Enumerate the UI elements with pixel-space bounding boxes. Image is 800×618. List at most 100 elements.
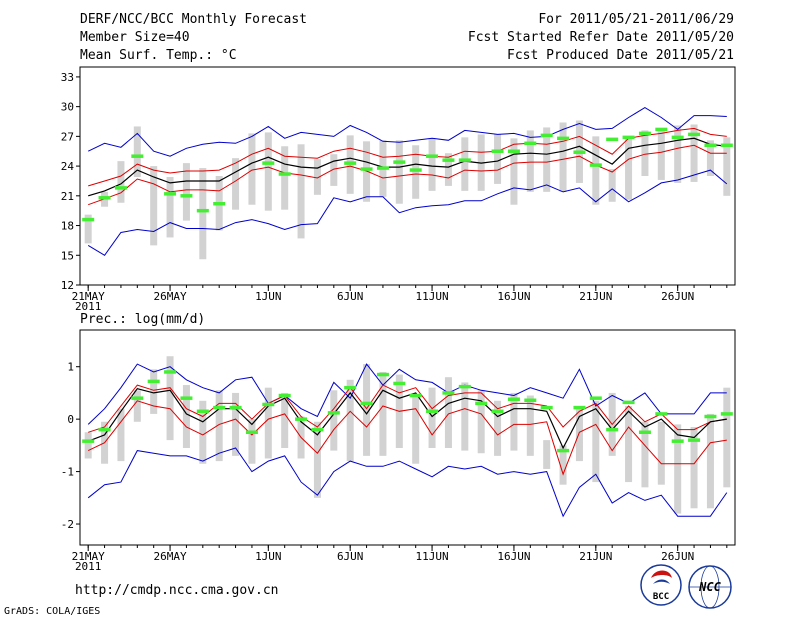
precip-range-box [281, 392, 289, 448]
temp-range-box [428, 138, 436, 191]
precip-series-upper-spread [88, 384, 727, 433]
precip-range-box [461, 382, 469, 451]
precip-range-box [379, 371, 387, 456]
temp-y-tick-label: 30 [61, 101, 74, 114]
temp-range-box [690, 124, 698, 182]
precip-plot-frame [79, 329, 736, 546]
precip-y-tick-label: -1 [61, 466, 74, 479]
precip-range-box [428, 387, 436, 448]
precip-range-box [117, 408, 125, 462]
temp-range-box [264, 132, 272, 211]
source-url: http://cmdp.ncc.cma.gov.cn [75, 583, 279, 598]
temp-range-box [657, 130, 665, 180]
temp-range-box [723, 137, 731, 196]
precip-range-box [150, 369, 158, 414]
temp-series-ensemble-min [87, 169, 728, 256]
temp-series-lower-spread [88, 144, 727, 206]
temp-x-tick-label: 21JUN [579, 290, 612, 303]
precip-series-ensemble-mean [87, 388, 727, 450]
bcc-logo-wave [653, 579, 670, 584]
temp-x-tick-label: 26JUN [661, 290, 694, 303]
temp-y-tick-label: 15 [61, 249, 74, 262]
precip-x-tick-label: 11JUN [416, 550, 449, 563]
start-date-label: Fcst Started Refer Date 2011/05/20 [468, 30, 734, 45]
temp-range-box [526, 130, 534, 192]
precip-range-box [166, 356, 174, 441]
temp-year-label: 2011 [75, 300, 102, 313]
precip-range-box [330, 390, 338, 451]
precipitation-panel: -2 -1 0 1 21MAY 26MAY 1JUN 6JUN 11JUN 16JUN 21JUN 2… [61, 329, 736, 573]
ncc-logo-text: NCC [698, 580, 721, 594]
temp-x-tick-label: 26MAY [154, 290, 187, 303]
precip-range-box [412, 395, 420, 464]
temp-range-box [625, 138, 633, 200]
temp-plot-frame [79, 66, 736, 286]
temp-y-tick-label: 24 [61, 160, 75, 173]
precip-range-box [592, 400, 600, 483]
temp-x-tick-label: 16JUN [497, 290, 530, 303]
precip-range-box [526, 395, 534, 456]
temp-range-box [706, 140, 714, 176]
temp-y-tick-label: 27 [61, 130, 74, 143]
precip-range-box [690, 427, 698, 509]
temp-x-tick-label: 11JUN [416, 290, 449, 303]
precip-x-tick-label: 21MAY [72, 550, 105, 563]
precip-range-box [363, 364, 371, 456]
precip-panel-title: Prec.: log(mm/d) [80, 312, 205, 327]
temp-range-box [674, 125, 682, 183]
temp-range-box [412, 145, 420, 199]
temp-range-box [444, 153, 452, 186]
forecast-period-label: For 2011/05/21-2011/06/29 [538, 12, 734, 27]
temp-series-ensemble-max [87, 107, 727, 157]
precip-range-box [199, 400, 207, 464]
bcc-logo-ring [640, 564, 682, 606]
member-size-label: Member Size=40 [80, 30, 190, 45]
precip-range-box [477, 390, 485, 454]
precip-range-box [182, 385, 190, 448]
temp-range-box [363, 141, 371, 202]
precip-range-box [133, 390, 141, 422]
temp-range-box [559, 122, 567, 192]
precip-x-tick-label: 1JUN [255, 550, 282, 563]
precip-range-box [444, 377, 452, 448]
precip-year-label: 2011 [75, 560, 102, 573]
produced-date-label: Fcst Produced Date 2011/05/21 [507, 48, 734, 63]
temp-range-box [641, 130, 649, 176]
precip-range-box [232, 392, 240, 456]
precip-range-box [575, 408, 583, 462]
precip-series-ensemble-min [87, 447, 728, 518]
temp-x-tick-label: 1JUN [255, 290, 282, 303]
temp-y-tick-label: 21 [61, 190, 74, 203]
temp-range-box [117, 161, 125, 203]
bcc-logo: BCC [640, 564, 682, 606]
temp-range-box [297, 144, 305, 239]
temp-y-tick-label: 18 [61, 220, 74, 233]
precip-y-tick-label: 0 [67, 413, 74, 426]
precip-range-box [674, 424, 682, 514]
temp-range-box [150, 166, 158, 246]
precip-range-box [215, 390, 223, 462]
temp-range-box [313, 159, 321, 195]
temp-range-box [166, 176, 174, 238]
temp-series-upper-spread [88, 127, 727, 187]
precip-range-box [657, 421, 665, 485]
precip-range-box [248, 419, 256, 464]
temp-range-box [199, 168, 207, 260]
precip-series-lower-spread [87, 400, 727, 476]
precip-x-tick-label: 26MAY [154, 550, 187, 563]
temp-x-tick-label: 6JUN [337, 290, 364, 303]
temp-range-box [248, 133, 256, 205]
temp-range-box [281, 146, 289, 210]
bcc-logo-text: BCC [653, 592, 669, 602]
temp-range-box [461, 137, 469, 191]
precip-y-tick-label: 1 [67, 361, 74, 374]
precip-range-box [723, 387, 731, 488]
temp-range-box [494, 134, 502, 184]
temp-range-box [232, 158, 240, 210]
ncc-logo: NCC [688, 565, 732, 609]
temp-range-box [592, 136, 600, 205]
bcc-logo-swirl [651, 570, 672, 578]
temp-x-tick-label: 21MAY [72, 290, 105, 303]
grads-credit: GrADS: COLA/IGES [4, 606, 100, 617]
figure-title: DERF/NCC/BCC Monthly Forecast [80, 12, 307, 27]
